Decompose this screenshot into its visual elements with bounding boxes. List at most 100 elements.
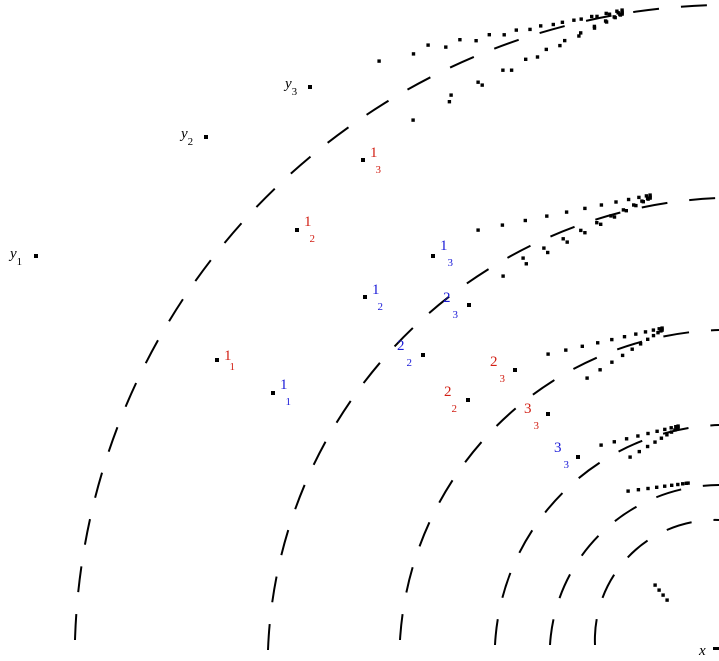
chain-top-d-point-6 xyxy=(558,43,562,48)
x-axis-marker xyxy=(713,647,719,650)
chain-low-b-point-4 xyxy=(620,353,625,358)
y1-label: y1 xyxy=(8,246,22,268)
chain-mid-a-point-2 xyxy=(500,223,505,227)
chain-low-a-point-4 xyxy=(596,341,600,345)
y1-point xyxy=(34,254,38,258)
arc-3 xyxy=(399,329,719,641)
chain-4-b-point-1 xyxy=(628,455,632,459)
chain-top-d-point-10 xyxy=(613,15,617,20)
chain-top-a-point-4 xyxy=(474,39,478,43)
red-1-2-point xyxy=(295,228,299,232)
chain-mid-c-point-6 xyxy=(609,214,613,218)
y3-point xyxy=(308,85,312,89)
chain-low-a-point-3 xyxy=(580,344,584,348)
chain-4-b-point-4 xyxy=(653,440,657,444)
chain-low-b-point-9 xyxy=(656,331,660,335)
chain-low-a-point-11 xyxy=(660,326,664,330)
chain-top-a-point-10 xyxy=(604,11,608,16)
chain-top-a-point-8 xyxy=(572,18,576,22)
chain-bottom-point-4 xyxy=(665,598,669,602)
chain-mid-c-point-2 xyxy=(542,246,546,250)
chain-low-a-point-9 xyxy=(651,328,656,332)
point-chains xyxy=(377,8,690,602)
arc-2 xyxy=(267,197,719,651)
chain-top-a-point-6 xyxy=(528,27,532,32)
chain-top-c-point-1 xyxy=(449,93,453,97)
chain-mid-a-point-12 xyxy=(648,193,652,197)
chain-5-a-point-10 xyxy=(686,481,690,485)
chain-top-d-point-8 xyxy=(592,26,597,30)
chain-mid-a-point-10 xyxy=(637,195,641,200)
chain-mid-c-point-1 xyxy=(521,256,525,260)
chain-top-d-point-12 xyxy=(620,12,624,16)
chain-top-a-point-12 xyxy=(620,8,624,12)
y2-label: y2 xyxy=(179,126,193,148)
chain-top-a-point-2 xyxy=(411,52,416,56)
chain-top-d-point-3 xyxy=(480,83,484,87)
chain-4-a-point-4 xyxy=(636,434,640,438)
chain-top-d-point-1 xyxy=(411,118,415,122)
chain-5-a-point-8 xyxy=(681,482,685,486)
blue-label-2-2: 22 xyxy=(397,338,412,369)
chain-mid-a-point-3 xyxy=(523,218,527,223)
chain-top-c-point-6 xyxy=(563,38,567,43)
chain-mid-a-point-1 xyxy=(476,228,480,232)
x-axis-label: x xyxy=(698,643,706,659)
chain-4-a-point-2 xyxy=(612,440,616,444)
chain-mid-b-point-1 xyxy=(501,274,505,278)
chain-mid-c-point-4 xyxy=(579,228,583,233)
chain-mid-a-point-7 xyxy=(599,203,604,207)
chain-top-b-point-8 xyxy=(595,14,599,19)
blue-2-3-point xyxy=(467,303,471,307)
chain-low-b-point-7 xyxy=(646,337,650,341)
chain-5-a-point-7 xyxy=(676,482,680,487)
red-label-3-3: 33 xyxy=(524,401,540,432)
chain-4-b-point-8 xyxy=(673,428,677,432)
y-labels: y1 y2 y3 xyxy=(8,76,312,268)
chain-mid-b-point-3 xyxy=(546,250,550,255)
blue-1-3-point xyxy=(431,254,435,258)
chain-top-d-point-5 xyxy=(535,55,540,59)
blue-label-2-3: 23 xyxy=(443,290,459,321)
chain-low-a-point-2 xyxy=(564,348,568,352)
blue-3-3-point xyxy=(576,455,580,459)
chain-4-b-point-6 xyxy=(665,433,669,437)
chain-mid-b-point-5 xyxy=(583,231,587,235)
chain-mid-b-point-4 xyxy=(565,240,569,244)
red-1-1-point xyxy=(215,358,219,362)
chain-top-b-point-9 xyxy=(607,12,612,16)
chain-mid-b-point-7 xyxy=(612,215,617,219)
chain-top-b-point-5 xyxy=(539,24,543,28)
chain-5-a-point-9 xyxy=(684,481,688,485)
chain-top-d-point-2 xyxy=(447,100,452,104)
chain-low-b-point-5 xyxy=(630,347,634,351)
blue-label-3-3: 33 xyxy=(554,440,570,471)
chain-low-b-point-1 xyxy=(585,376,589,380)
y2-point xyxy=(204,135,208,139)
chain-mid-b-point-2 xyxy=(524,262,528,266)
chain-top-d-point-4 xyxy=(509,68,514,72)
chain-low-b-point-3 xyxy=(610,360,614,364)
chain-top-b-point-7 xyxy=(579,17,583,21)
chain-5-a-point-3 xyxy=(646,486,650,491)
chain-low-a-point-6 xyxy=(622,335,627,339)
chain-low-b-point-6 xyxy=(638,342,643,346)
chain-bottom-point-1 xyxy=(653,583,657,587)
blue-1-1-point xyxy=(271,391,275,395)
dashed-arcs xyxy=(74,4,719,651)
chain-5-a-point-1 xyxy=(626,489,630,493)
chain-low-a-point-1 xyxy=(546,352,550,356)
chain-bottom-point-2 xyxy=(657,588,661,592)
chain-mid-b-point-9 xyxy=(634,203,638,208)
chain-4-a-point-9 xyxy=(674,425,678,429)
chain-5-a-point-5 xyxy=(663,484,667,488)
chain-mid-a-point-9 xyxy=(626,197,631,202)
chain-mid-c-point-8 xyxy=(632,203,636,207)
chain-top-d-point-9 xyxy=(604,20,609,24)
chain-4-a-point-6 xyxy=(655,429,659,433)
